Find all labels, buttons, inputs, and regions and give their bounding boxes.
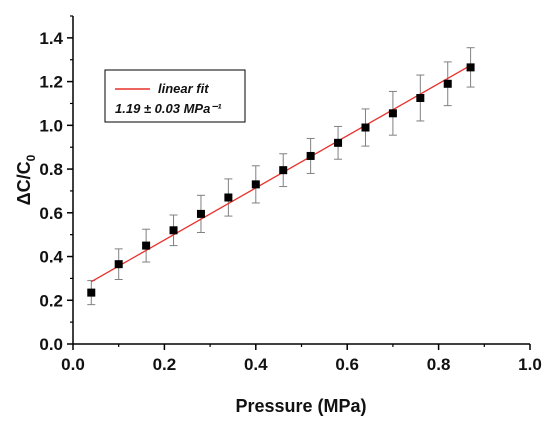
data-point (306, 151, 315, 160)
x-axis-title: Pressure (MPa) (235, 396, 366, 416)
legend-label-linear-fit: linear fit (158, 81, 209, 96)
data-point (443, 79, 452, 88)
y-tick-label: 0.0 (39, 335, 63, 354)
legend-box (104, 69, 246, 123)
data-point (279, 166, 288, 175)
data-point (361, 123, 370, 132)
x-tick-label: 0.6 (335, 355, 359, 374)
data-point (416, 94, 425, 102)
data-point (388, 109, 397, 118)
y-tick-label: 0.6 (39, 204, 63, 223)
data-point (466, 63, 475, 72)
y-tick-label: 1.0 (39, 116, 63, 135)
data-point (142, 241, 151, 250)
y-axis-title: ΔC/C0 (14, 154, 38, 205)
data-point (224, 193, 233, 202)
data-point (334, 138, 343, 147)
data-point (169, 226, 178, 235)
data-point (87, 288, 96, 297)
x-tick-label: 0.2 (153, 355, 177, 374)
y-tick-label: 1.2 (39, 73, 63, 92)
x-tick-label: 0.0 (61, 355, 85, 374)
ticks: 0.0 0.2 0.4 0.6 0.8 1.0 0.0 0.2 0.4 0.6 0.8 1.0 1.2 1… (39, 15, 542, 374)
y-axis-title-subscript: 0 (24, 154, 38, 161)
x-tick-label: 1.0 (518, 355, 542, 374)
data-points (87, 63, 475, 297)
data-point (196, 209, 205, 218)
y-tick-label: 0.2 (39, 291, 63, 310)
y-tick-label: 0.4 (39, 248, 63, 267)
data-point (251, 180, 260, 189)
plot-area (72, 16, 530, 345)
data-point (114, 260, 123, 269)
y-axis-title-main: ΔC/C (14, 161, 34, 205)
x-tick-label: 0.8 (427, 355, 451, 374)
legend-fit-value: 1.19 ± 0.03 MPa⁻¹ (115, 101, 222, 116)
y-tick-label: 0.8 (39, 160, 63, 179)
x-tick-label: 0.4 (244, 355, 268, 374)
y-tick-label: 1.4 (39, 29, 63, 48)
legend: linear fit 1.19 ± 0.03 MPa⁻¹ (104, 69, 246, 123)
